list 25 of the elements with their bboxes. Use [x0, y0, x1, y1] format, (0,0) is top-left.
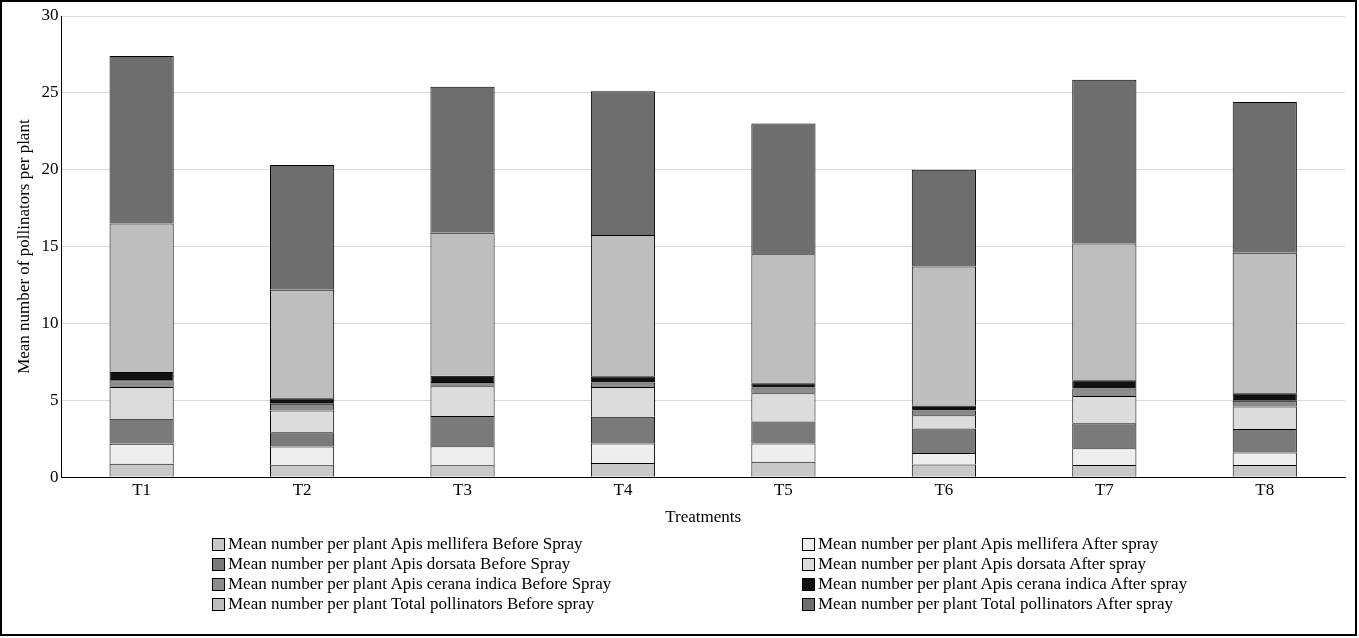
legend-label: Mean number per plant Apis mellifera After spray — [818, 534, 1159, 554]
legend-label: Mean number per plant Apis dorsata Before Spray — [228, 554, 571, 574]
y-tick-label: 20 — [41, 159, 59, 179]
legend-label: Mean number per plant Total pollinators After spray — [818, 594, 1173, 614]
x-tick-label: T5 — [773, 479, 793, 499]
y-tick-label: 30 — [41, 5, 59, 25]
legend-label: Mean number per plant Apis dorsata After spray — [818, 554, 1147, 574]
y-tick-label: 5 — [49, 389, 59, 409]
x-tick-label: T4 — [613, 479, 633, 499]
x-axis-title: Treatments — [665, 507, 742, 527]
legend-label: Mean number per plant Apis cerana indica After spray — [818, 574, 1188, 594]
y-axis-title: Mean number of pollinators per plant — [13, 119, 33, 374]
y-tick-label: 10 — [41, 312, 59, 332]
legend-label: Mean number per plant Apis mellifera Before Spray — [228, 534, 583, 554]
x-tick-label: T2 — [292, 479, 312, 499]
x-tick-label: T7 — [1094, 479, 1115, 499]
x-tick-label: T1 — [132, 479, 152, 499]
x-tick-label: T8 — [1255, 479, 1275, 499]
legend-label: Mean number per plant Total pollinators Before spray — [228, 594, 595, 614]
x-tick-label: T3 — [453, 479, 472, 499]
y-tick-label: 15 — [41, 236, 59, 256]
y-tick-label: 25 — [41, 82, 59, 102]
x-tick-label: T6 — [934, 479, 954, 499]
y-tick-label: 0 — [49, 466, 59, 486]
legend-label: Mean number per plant Apis cerana indica Before Spray — [228, 574, 612, 594]
